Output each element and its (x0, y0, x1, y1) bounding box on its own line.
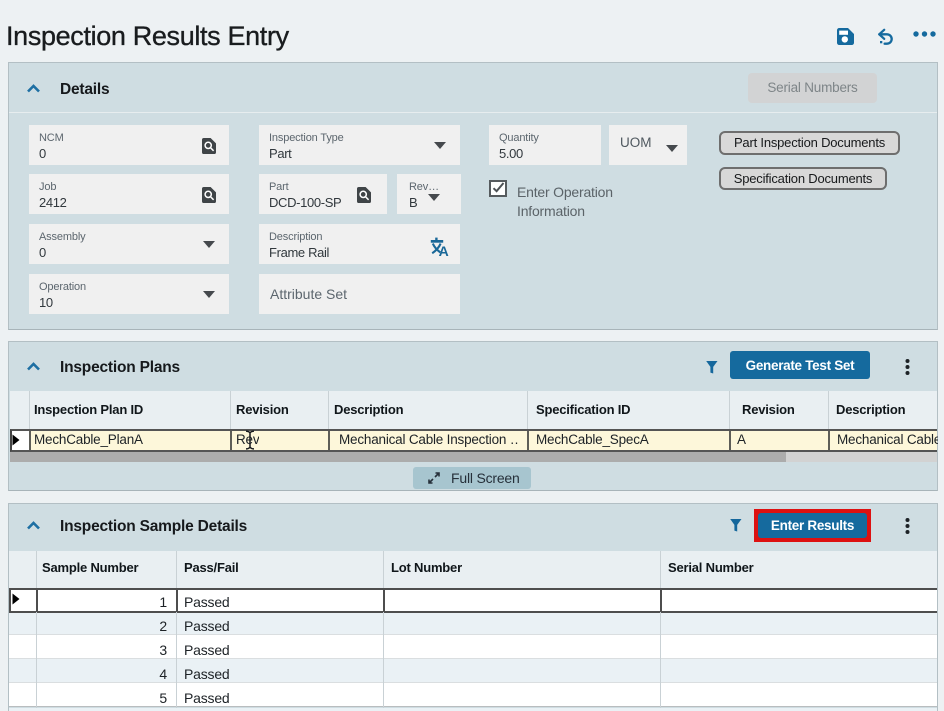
svg-text:A: A (439, 243, 449, 257)
